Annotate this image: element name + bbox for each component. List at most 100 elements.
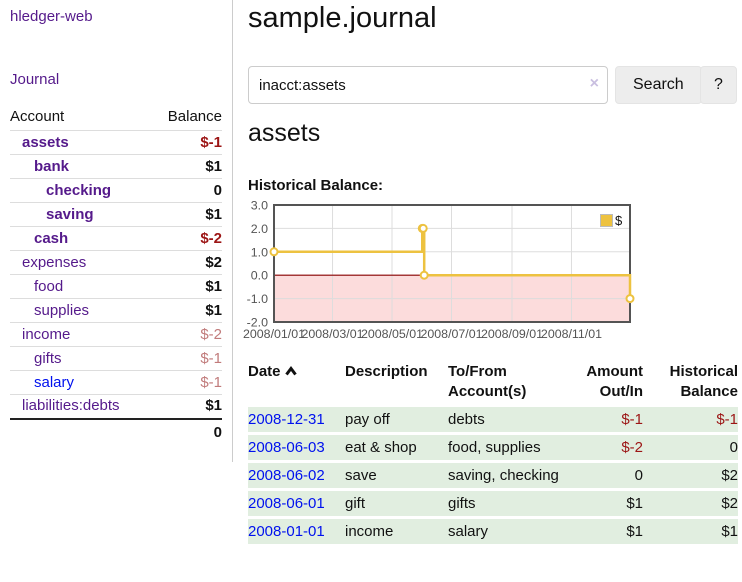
journal-title: sample.journal bbox=[248, 2, 437, 34]
transaction-amount: $1 bbox=[563, 519, 643, 544]
svg-text:-1.0: -1.0 bbox=[247, 292, 268, 306]
accounts-header-row: Account Balance bbox=[10, 105, 222, 131]
account-link[interactable]: checking bbox=[46, 181, 112, 199]
app-title-link[interactable]: hledger-web bbox=[10, 8, 93, 25]
account-balance: $1 bbox=[151, 274, 222, 299]
transaction-balance: 0 bbox=[643, 435, 738, 460]
account-row: gifts $-1 bbox=[10, 346, 222, 371]
account-row: supplies $1 bbox=[10, 298, 222, 323]
transaction-accounts: gifts bbox=[448, 491, 563, 516]
transaction-description: save bbox=[345, 463, 448, 488]
transaction-accounts: food, supplies bbox=[448, 435, 563, 460]
account-link[interactable]: cash bbox=[34, 229, 69, 247]
transaction-amount: $-1 bbox=[563, 407, 643, 432]
chart-title: Historical Balance: bbox=[248, 177, 384, 194]
register-table: Date Description To/From Account(s) Amou… bbox=[248, 357, 738, 547]
account-link[interactable]: gifts bbox=[34, 349, 62, 367]
svg-text:2008/07/01: 2008/07/01 bbox=[421, 327, 483, 341]
account-link[interactable]: income bbox=[22, 325, 71, 343]
account-balance: $1 bbox=[151, 154, 222, 179]
accounts-total-value: 0 bbox=[213, 423, 222, 441]
svg-text:2008/01/01: 2008/01/01 bbox=[243, 327, 305, 341]
account-link[interactable]: food bbox=[34, 277, 64, 295]
account-row: assets $-1 bbox=[10, 130, 222, 155]
register-row: 2008-06-01 gift gifts $1 $2 bbox=[248, 491, 738, 516]
chart-canvas: 3.0 2.0 1.0 0.0 -1.0 -2.02008/01/012008/03/01… bbox=[243, 199, 635, 341]
transaction-balance: $2 bbox=[643, 491, 738, 516]
search-input-wrap: × bbox=[248, 66, 608, 104]
historical-balance-chart: 3.0 2.0 1.0 0.0 -1.0 -2.0 2008/01/01 2008/03/01… bbox=[243, 199, 635, 346]
account-link[interactable]: expenses bbox=[22, 253, 87, 271]
account-row: salary $-1 bbox=[10, 370, 222, 395]
svg-text:2.0: 2.0 bbox=[251, 222, 268, 236]
search-input[interactable] bbox=[248, 66, 608, 104]
transaction-date-link[interactable]: 2008-06-01 bbox=[248, 495, 325, 512]
transaction-balance: $-1 bbox=[643, 407, 738, 432]
transaction-description: eat & shop bbox=[345, 435, 448, 460]
account-row: income $-2 bbox=[10, 322, 222, 347]
legend-label: $ bbox=[615, 213, 623, 228]
account-row: checking 0 bbox=[10, 178, 222, 203]
main-content: sample.journal × Search ? assets Histori… bbox=[243, 0, 742, 582]
transaction-accounts: saving, checking bbox=[448, 463, 563, 488]
register-col-tofrom: To/From Account(s) bbox=[448, 363, 527, 400]
account-balance: $-1 bbox=[151, 370, 222, 395]
transaction-accounts: debts bbox=[448, 407, 563, 432]
search-button[interactable]: Search bbox=[615, 66, 702, 104]
account-balance: $-1 bbox=[151, 346, 222, 371]
transaction-balance: $2 bbox=[643, 463, 738, 488]
transaction-date-link[interactable]: 2008-12-31 bbox=[248, 411, 325, 428]
search-form: × Search ? bbox=[248, 66, 742, 104]
account-row: food $1 bbox=[10, 274, 222, 299]
account-link[interactable]: liabilities:debts bbox=[22, 397, 120, 415]
account-row: cash $-2 bbox=[10, 226, 222, 251]
transaction-accounts: salary bbox=[448, 519, 563, 544]
chart-legend: $ bbox=[598, 213, 625, 228]
account-link[interactable]: bank bbox=[34, 157, 70, 175]
svg-text:3.0: 3.0 bbox=[251, 199, 268, 213]
account-balance: $-2 bbox=[151, 322, 222, 347]
accounts-table: Account Balance assets $-1 bank $1 bbox=[10, 105, 222, 444]
transaction-description: pay off bbox=[345, 407, 448, 432]
transaction-date-link[interactable]: 2008-06-02 bbox=[248, 467, 325, 484]
account-row: bank $1 bbox=[10, 154, 222, 179]
account-row: saving $1 bbox=[10, 202, 222, 227]
account-link[interactable]: salary bbox=[34, 373, 75, 391]
transaction-amount: 0 bbox=[563, 463, 643, 488]
svg-text:0.0: 0.0 bbox=[251, 269, 268, 283]
account-link[interactable]: assets bbox=[22, 133, 69, 151]
account-balance: $-1 bbox=[151, 130, 222, 155]
transaction-amount: $-2 bbox=[563, 435, 643, 460]
svg-text:2008/09/01: 2008/09/01 bbox=[481, 327, 543, 341]
account-balance: $1 bbox=[151, 298, 222, 323]
account-balance: 0 bbox=[151, 178, 222, 203]
register-col-description: Description bbox=[345, 363, 428, 380]
account-row: expenses $2 bbox=[10, 250, 222, 275]
svg-text:1.0: 1.0 bbox=[251, 245, 268, 259]
transaction-balance: $1 bbox=[643, 519, 738, 544]
register-header-row: Date Description To/From Account(s) Amou… bbox=[248, 360, 738, 404]
account-row: liabilities:debts $1 bbox=[10, 394, 222, 420]
account-balance: $1 bbox=[151, 394, 222, 420]
svg-text:-2.0: -2.0 bbox=[247, 316, 268, 330]
accounts-col-balance: Balance bbox=[151, 105, 222, 131]
register-row: 2008-01-01 income salary $1 $1 bbox=[248, 519, 738, 544]
help-button[interactable]: ? bbox=[700, 66, 737, 104]
transaction-date-link[interactable]: 2008-01-01 bbox=[248, 523, 325, 540]
transaction-description: gift bbox=[345, 491, 448, 516]
register-row: 2008-12-31 pay off debts $-1 $-1 bbox=[248, 407, 738, 432]
account-balance: $1 bbox=[151, 202, 222, 227]
svg-text:2008/05/01: 2008/05/01 bbox=[361, 327, 423, 341]
sidebar-item-journal[interactable]: Journal bbox=[10, 71, 60, 88]
register-col-amount: Amount Out/In bbox=[586, 363, 643, 400]
legend-swatch bbox=[600, 214, 613, 227]
register-row: 2008-06-02 save saving, checking 0 $2 bbox=[248, 463, 738, 488]
register-col-date[interactable]: Date bbox=[248, 360, 345, 404]
account-link[interactable]: saving bbox=[46, 205, 94, 223]
account-link[interactable]: supplies bbox=[34, 301, 90, 319]
clear-search-icon[interactable]: × bbox=[589, 75, 599, 92]
transaction-date-link[interactable]: 2008-06-03 bbox=[248, 439, 325, 456]
accounts-col-account: Account bbox=[10, 105, 152, 131]
sort-ascending-icon bbox=[284, 366, 297, 376]
